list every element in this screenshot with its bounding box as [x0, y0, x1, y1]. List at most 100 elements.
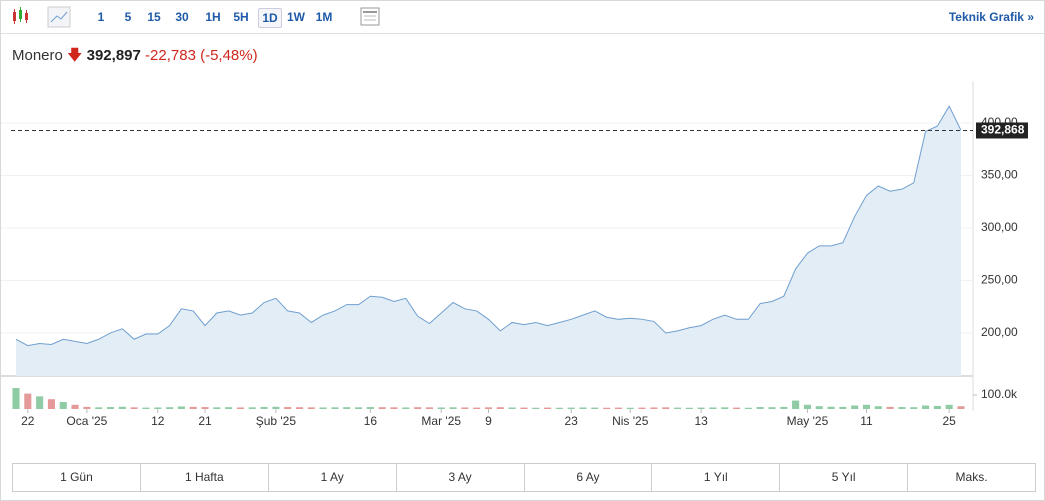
quote-header: Monero 🡇 392,897 -22,783 (-5,48%) — [12, 45, 258, 70]
volume-bar — [874, 406, 882, 409]
volume-bar — [555, 407, 563, 409]
volume-bar — [567, 407, 575, 409]
volume-bar — [721, 407, 729, 409]
volume-bar — [130, 407, 138, 409]
technical-chart-link[interactable]: Teknik Grafik » — [948, 10, 1034, 24]
last-value-label: 392,868 — [981, 123, 1025, 137]
volume-bar — [662, 407, 670, 409]
volume-bar — [544, 407, 552, 409]
interval-button[interactable]: 30 — [175, 10, 189, 24]
range-button[interactable]: 1 Yıl — [652, 464, 781, 491]
volume-bar — [319, 407, 327, 409]
volume-bar — [449, 407, 457, 409]
link-text[interactable]: Teknik Grafik — [948, 10, 1024, 24]
interval-button[interactable]: 1 — [97, 10, 105, 24]
chart-type-icons[interactable] — [1, 1, 81, 33]
interval-button[interactable]: 15 — [147, 10, 161, 24]
range-button[interactable]: 1 Ay — [269, 464, 397, 491]
interval-button[interactable]: 1H — [205, 10, 221, 24]
volume-bar — [910, 407, 918, 409]
volume-bar — [390, 407, 398, 409]
volume-bar — [59, 401, 67, 409]
change: -22,783 — [145, 47, 196, 64]
area-fill — [16, 106, 961, 376]
volume-bar — [508, 407, 516, 409]
price-line — [15, 105, 962, 347]
volume-bar — [272, 406, 280, 409]
x-tick-label: Nis '25 — [612, 414, 649, 428]
x-tick-label: 13 — [694, 414, 708, 428]
volume-bar — [118, 406, 126, 409]
down-arrow: 🡇 — [67, 47, 83, 64]
x-tick-label: May '25 — [787, 414, 829, 428]
volume-bar — [106, 407, 115, 409]
interval-button[interactable]: 5 — [124, 10, 132, 24]
range-button[interactable]: 1 Hafta — [141, 464, 269, 491]
volume-bar — [95, 407, 103, 409]
volume-tick-label: 100.0k — [981, 387, 1018, 401]
volume-bar — [225, 407, 233, 409]
volume-bar — [851, 405, 859, 409]
volume-bar — [898, 407, 906, 409]
volume-bar — [461, 407, 469, 409]
volume-bar — [295, 407, 304, 409]
interval-button[interactable]: 1M — [315, 10, 333, 24]
range-button[interactable]: 3 Ay — [397, 464, 525, 491]
volume-bar — [839, 406, 847, 409]
volume-bar — [709, 407, 717, 409]
x-tick-label: 16 — [364, 414, 378, 428]
volume-bar — [768, 407, 776, 409]
range-button[interactable]: 5 Yıl — [780, 464, 909, 491]
change-percent: (-5,48%) — [200, 47, 258, 64]
volume-bar — [673, 407, 682, 409]
volume-bar — [83, 406, 91, 409]
x-tick-label: Mar '25 — [421, 414, 461, 428]
volume-bar — [579, 407, 587, 409]
range-selector: 1 Gün 1 Hafta 1 Ay 3 Ay 6 Ay 1 Yıl 5 Yıl Maks. — [12, 463, 1036, 492]
last-value-box — [976, 122, 1028, 139]
volume-bar — [922, 405, 930, 409]
volume-bar — [756, 407, 764, 409]
volume-bar — [331, 407, 339, 409]
volume-bar — [284, 407, 292, 409]
x-tick-label: 11 — [860, 414, 873, 428]
volume-bar — [378, 407, 386, 409]
volume-bar — [366, 407, 374, 409]
volume-bar — [603, 407, 611, 409]
settings-icon[interactable] — [357, 1, 387, 33]
volume-bar — [933, 405, 941, 409]
x-tick-label: 23 — [565, 414, 579, 428]
volume-bar — [343, 407, 351, 409]
volume-bar — [827, 406, 835, 409]
volume-bar — [591, 407, 599, 409]
x-tick-label: 22 — [21, 414, 35, 428]
x-tick-label: 9 — [485, 414, 492, 428]
volume-bar — [484, 407, 493, 409]
interval-button[interactable]: 1W — [287, 10, 305, 24]
y-tick-label: 350,00 — [981, 168, 1018, 182]
interval-button[interactable]: 5H — [233, 10, 249, 24]
volume-bar — [697, 407, 705, 409]
y-tick-label: 200,00 — [981, 325, 1018, 339]
volume-bar — [614, 407, 622, 409]
interval-button[interactable]: 1D — [258, 8, 282, 28]
range-button[interactable]: 6 Ay — [525, 464, 653, 491]
volume-bar — [744, 407, 752, 409]
volume-bar — [638, 407, 646, 409]
range-button[interactable]: Maks. — [955, 470, 988, 484]
volume-bar — [532, 407, 540, 409]
volume-bar — [166, 407, 174, 409]
volume-bar — [307, 407, 315, 409]
volume-bar — [626, 407, 634, 409]
volume-bar — [154, 407, 162, 409]
instrument-name: Monero — [12, 47, 63, 64]
volume-bar — [260, 406, 268, 409]
x-tick-label: 21 — [198, 414, 212, 428]
volume-bar — [780, 406, 788, 409]
volume-bar — [236, 407, 244, 409]
volume-bar — [425, 407, 433, 409]
volume-bar — [733, 407, 741, 409]
range-button[interactable]: 1 Gün — [13, 464, 141, 491]
volume-bar — [957, 406, 965, 409]
